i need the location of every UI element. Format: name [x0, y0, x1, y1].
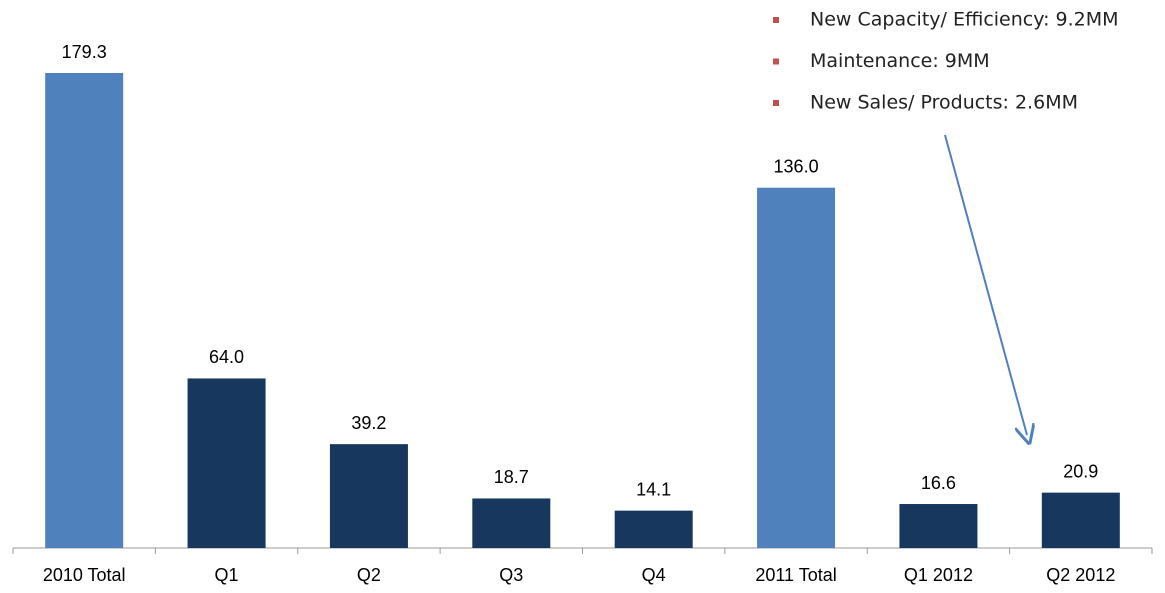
data-label: 20.9 — [1063, 461, 1098, 481]
x-tick-label: Q3 — [499, 565, 523, 585]
data-label: 179.3 — [62, 42, 107, 62]
x-tick-label: Q4 — [642, 565, 666, 585]
bar — [757, 187, 836, 549]
bar — [472, 498, 551, 548]
bullet — [773, 17, 779, 23]
x-tick-label: Q1 — [215, 565, 239, 585]
data-label: 18.7 — [494, 467, 529, 487]
bar — [329, 444, 408, 548]
bar — [45, 73, 124, 548]
bar — [614, 510, 693, 548]
annotation: New Capacity/ Efficiency: 9.2MM — [810, 9, 1119, 31]
data-label: 14.1 — [636, 479, 671, 499]
bullet — [773, 58, 779, 65]
data-label: 64.0 — [209, 347, 244, 367]
x-tick-label: Q1 2012 — [904, 565, 973, 585]
data-label: 136.0 — [774, 156, 819, 176]
bar — [1041, 492, 1120, 548]
bar — [899, 504, 978, 548]
x-tick-label: 2011 Total — [755, 565, 836, 585]
annotation: Maintenance: 9MM — [810, 50, 990, 72]
bullet — [773, 100, 779, 106]
arrow — [944, 134, 1027, 435]
data-label: 39.2 — [351, 413, 386, 433]
x-tick-label: Q2 — [357, 565, 381, 585]
data-label: 16.6 — [921, 473, 956, 493]
annotation: New Sales/ Products: 2.6MM — [810, 92, 1078, 114]
x-tick-label: 2010 Total — [43, 565, 126, 585]
x-tick-label: Q2 2012 — [1046, 565, 1115, 585]
bar — [187, 378, 266, 548]
